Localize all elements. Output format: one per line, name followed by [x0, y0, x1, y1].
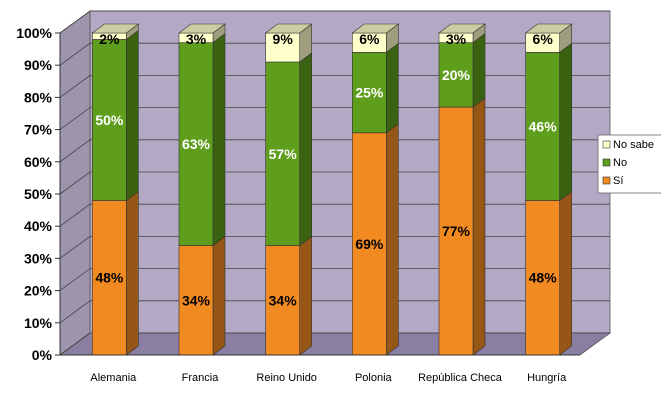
bar-segment-5-1: 46%: [526, 43, 572, 200]
bar-stack-alemania: 48% 50% 2%: [92, 24, 138, 355]
legend: No sabe No Sí: [598, 135, 661, 193]
data-label: 69%: [355, 236, 384, 252]
bar-segment-2-0: 34%: [266, 237, 312, 355]
data-label: 48%: [95, 270, 124, 286]
bar-stack-polonia: 69% 25% 6%: [352, 24, 398, 355]
y-axis: 0% 10% 20% 30% 40% 50% 60% 70% 80% 90% 100%: [16, 25, 60, 363]
bar-segment-0-0: 48%: [92, 191, 138, 355]
bar-segment-3-1: 25%: [352, 43, 398, 133]
legend-label: No sabe: [613, 139, 654, 151]
bar-side: [300, 53, 312, 246]
legend-swatch: [603, 177, 610, 184]
bar-stack-reino-unido: 34% 57% 9%: [266, 24, 312, 355]
legend-swatch: [603, 159, 610, 166]
bar-segment-5-2: 6%: [526, 24, 572, 52]
y-tick-label: 80%: [24, 89, 53, 105]
bar-segment-1-1: 63%: [179, 34, 225, 246]
data-label: 3%: [186, 31, 207, 47]
data-label: 46%: [529, 118, 558, 134]
bar-side: [560, 191, 572, 355]
data-label: 2%: [99, 31, 120, 47]
bar-segment-3-0: 69%: [352, 124, 398, 355]
x-tick-label: Francia: [182, 372, 220, 384]
legend-swatch: [603, 141, 610, 148]
bar-side: [473, 34, 485, 107]
bar-side: [126, 191, 138, 355]
y-tick-label: 60%: [24, 154, 53, 170]
bar-side: [213, 237, 225, 355]
data-label: 50%: [95, 112, 124, 128]
data-label: 20%: [442, 67, 471, 83]
bar-segment-2-1: 57%: [266, 53, 312, 246]
data-label: 57%: [269, 146, 298, 162]
bar-side: [300, 237, 312, 355]
bar-segment-1-0: 34%: [179, 237, 225, 355]
data-label: 63%: [182, 136, 211, 152]
bar-segment-0-1: 50%: [92, 30, 138, 200]
bar-segment-3-2: 6%: [352, 24, 398, 52]
bar-stack-hungría: 48% 46% 6%: [526, 24, 572, 355]
x-tick-label: Reino Unido: [256, 372, 317, 384]
y-tick-label: 70%: [24, 122, 53, 138]
x-tick-label: Polonia: [355, 372, 393, 384]
bar-side: [386, 124, 398, 355]
data-label: 9%: [273, 31, 294, 47]
legend-label: Sí: [613, 175, 623, 187]
x-axis: Alemania Francia Reino Unido Polonia Repúbli…: [60, 355, 580, 384]
bar-segment-4-0: 77%: [439, 98, 485, 355]
bar-side: [126, 30, 138, 200]
bar-segment-5-0: 48%: [526, 191, 572, 355]
y-tick-label: 20%: [24, 283, 53, 299]
bar-side: [473, 98, 485, 355]
data-label: 6%: [533, 31, 554, 47]
data-label: 25%: [355, 85, 384, 101]
data-label: 34%: [182, 292, 211, 308]
bar-stack-república-checa: 77% 20% 3%: [439, 24, 485, 355]
y-tick-label: 50%: [24, 186, 53, 202]
data-label: 34%: [269, 292, 298, 308]
data-label: 6%: [359, 31, 380, 47]
data-label: 48%: [529, 270, 558, 286]
bar-side: [560, 43, 572, 200]
y-tick-label: 10%: [24, 315, 53, 331]
bar-side: [386, 43, 398, 133]
bar-segment-2-2: 9%: [266, 24, 312, 62]
bar-side: [213, 34, 225, 246]
legend-label: No: [613, 157, 627, 169]
y-tick-label: 40%: [24, 218, 53, 234]
data-label: 77%: [442, 223, 471, 239]
y-tick-label: 0%: [32, 347, 53, 363]
data-label: 3%: [446, 31, 467, 47]
y-tick-label: 90%: [24, 57, 53, 73]
y-tick-label: 100%: [16, 25, 52, 41]
x-tick-label: Hungría: [527, 372, 567, 384]
x-tick-label: República Checa: [418, 372, 503, 384]
bar-stack-francia: 34% 63% 3%: [179, 24, 225, 355]
y-tick-label: 30%: [24, 250, 53, 266]
x-tick-label: Alemania: [90, 372, 137, 384]
